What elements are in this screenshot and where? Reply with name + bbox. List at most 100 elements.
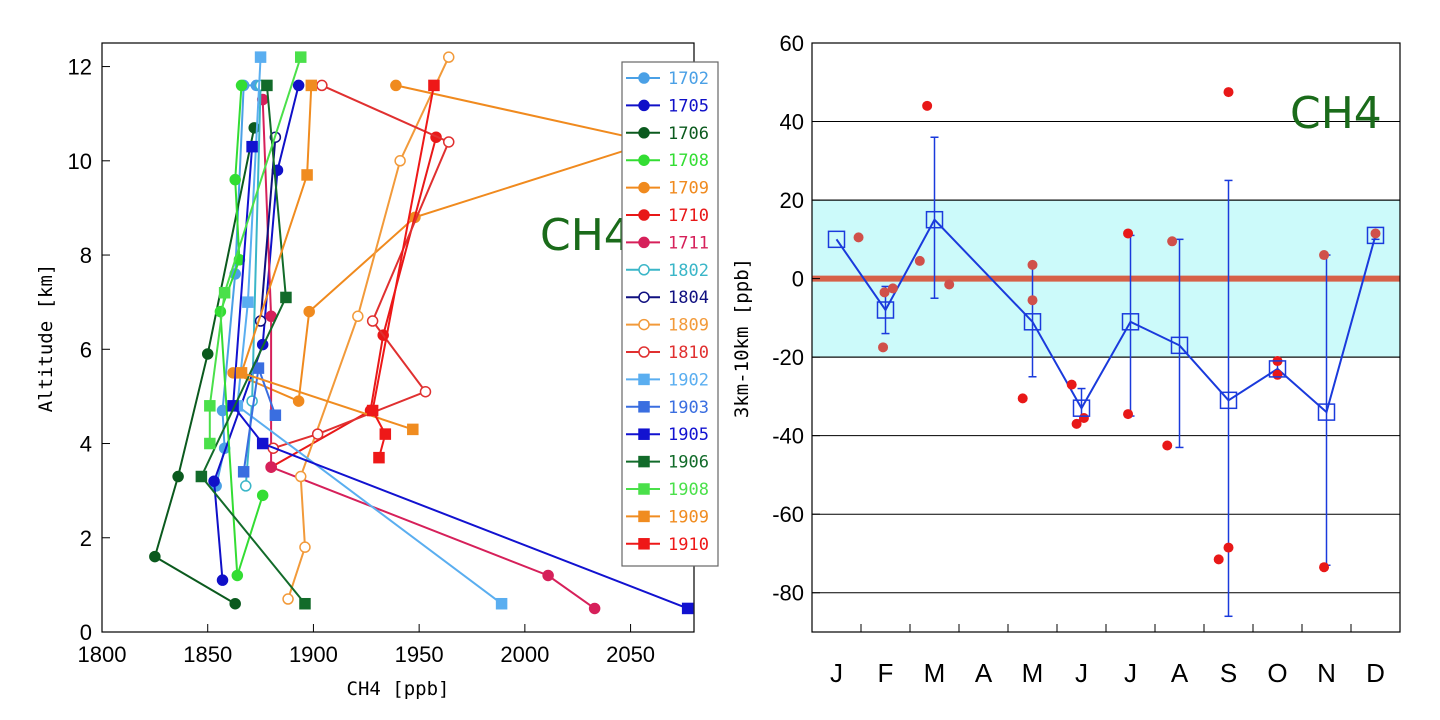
left-x-tick-label: 2000: [500, 642, 549, 667]
monthly-mean-line: [835, 218, 1377, 414]
legend-label: 1908: [668, 480, 709, 500]
individual-point: [944, 279, 955, 290]
series-1706: [149, 122, 260, 610]
individual-point: [1162, 440, 1173, 451]
data-point: [379, 428, 392, 440]
data-point: [366, 404, 379, 417]
left-x-tick-label: 1900: [289, 642, 338, 667]
series-line: [213, 85, 300, 581]
left-y-tick-label: 4: [80, 432, 92, 457]
data-point: [394, 155, 406, 167]
data-point: [419, 385, 432, 398]
individual-point: [1223, 542, 1234, 553]
legend-label: 1709: [668, 179, 709, 199]
left-series-layer: [149, 51, 694, 615]
error-bar: [1175, 238, 1184, 449]
legend-label: 1710: [668, 206, 709, 226]
legend-item: 1909: [626, 507, 709, 527]
series-line: [200, 85, 306, 605]
legend-label: 1906: [668, 453, 709, 473]
legend-label: 1910: [668, 535, 709, 555]
individual-point: [1027, 295, 1038, 306]
data-point: [254, 51, 267, 63]
data-point: [216, 574, 229, 586]
data-point: [442, 51, 455, 63]
legend-item: 1902: [626, 370, 709, 390]
legend-item: 1705: [626, 96, 709, 116]
right-chart-label: CH4: [1290, 88, 1382, 139]
left-y-tick-label: 10: [68, 149, 92, 174]
legend-swatch-marker: [638, 99, 650, 112]
legend-item: 1706: [626, 124, 709, 144]
right-y-tick-label: -40: [772, 424, 804, 449]
data-point: [282, 593, 294, 605]
data-point: [229, 173, 241, 186]
individual-point: [1078, 412, 1089, 423]
series-line: [259, 137, 277, 322]
data-point: [172, 470, 184, 483]
left-y-axis-label: Altitude [km]: [35, 264, 57, 413]
left-y-tick-label: 6: [80, 337, 92, 362]
legend-swatch-marker: [638, 538, 650, 550]
legend-swatch-marker: [638, 373, 650, 386]
right-x-tick-label: J: [1124, 658, 1137, 688]
individual-point: [914, 255, 925, 266]
individual-point: [1370, 228, 1381, 239]
monthly-mean-marker: [1170, 336, 1189, 355]
right-x-tick-label: F: [878, 658, 894, 688]
data-point: [366, 315, 379, 327]
monthly-mean-marker: [1268, 360, 1287, 378]
right-y-tick-label: -20: [772, 345, 804, 370]
series-line: [272, 84, 451, 450]
data-point: [261, 79, 273, 92]
legend-item: 1804: [626, 288, 709, 308]
legend-item: 1905: [626, 425, 709, 445]
individual-point: [878, 342, 889, 353]
individual-point: [922, 100, 933, 111]
series-1809: [282, 51, 455, 605]
legend-label: 1711: [668, 233, 709, 253]
left-y-tick-label: 12: [68, 55, 92, 80]
left-chart-altitude-profiles: 1800 1850 1900 1950 2000 2050 0 2 4 6 8 10 12 CH4 [p…: [35, 42, 719, 700]
individual-point: [1017, 393, 1028, 404]
left-y-tick-label: 0: [80, 620, 92, 645]
monthly-mean-marker: [876, 301, 895, 319]
series-1903: [237, 362, 282, 478]
right-x-tick-label: J: [1075, 658, 1088, 688]
series-1910: [366, 79, 440, 464]
monthly-mean-marker: [1023, 313, 1042, 331]
legend-swatch-marker: [638, 483, 650, 495]
legend-label: 1809: [668, 316, 709, 336]
data-point: [256, 489, 269, 502]
left-x-tick-label: 1850: [183, 642, 232, 667]
left-axis-ticks: 1800 1850 1900 1950 2000 2050 0 2 4 6 8 10 12: [68, 55, 656, 667]
individual-point: [887, 283, 898, 294]
legend-swatch-marker: [638, 127, 650, 139]
individual-point: [1223, 87, 1234, 98]
error-bar: [930, 136, 939, 299]
legend-label: 1905: [668, 425, 709, 445]
right-y-tick-label: 60: [780, 31, 804, 56]
legend-item: 1802: [626, 261, 709, 281]
individual-point: [1167, 236, 1178, 247]
legend-item: 1809: [626, 316, 709, 336]
data-point: [242, 296, 254, 308]
legend-item: 1910: [626, 535, 709, 555]
individual-point: [1071, 418, 1082, 429]
data-point: [208, 475, 220, 487]
right-x-tick-label: D: [1366, 658, 1385, 688]
legend-item: 1908: [626, 480, 709, 500]
right-x-tick-label: A: [975, 658, 993, 688]
series-1810: [267, 79, 455, 454]
legend-swatch-marker: [638, 209, 650, 221]
monthly-mean-marker: [1366, 226, 1385, 245]
legend-label: 1909: [668, 507, 709, 527]
right-x-tick-label: M: [1022, 658, 1044, 688]
data-point: [588, 602, 601, 615]
right-y-tick-label: -80: [772, 581, 804, 606]
data-point: [303, 305, 315, 318]
legend-label: 1802: [668, 261, 709, 281]
legend-swatch-marker: [638, 455, 650, 468]
legend-swatch-marker: [638, 291, 650, 303]
